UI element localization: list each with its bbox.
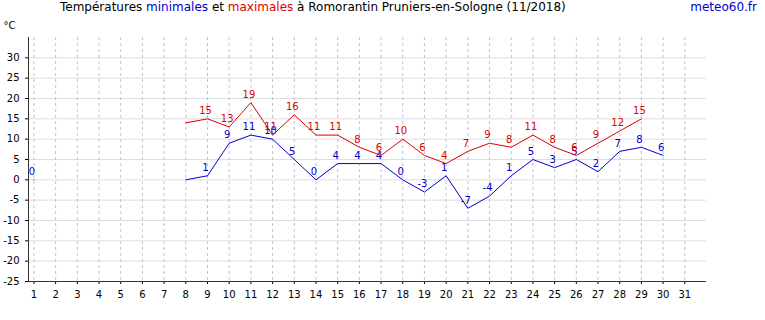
svg-text:-10: -10 (3, 215, 19, 226)
svg-text:26: 26 (570, 289, 583, 300)
svg-text:24: 24 (527, 289, 540, 300)
svg-text:0: 0 (311, 166, 317, 177)
svg-text:2: 2 (593, 158, 599, 169)
svg-text:5: 5 (528, 146, 534, 157)
html-text:meteo60.fr: meteo60.fr (690, 0, 757, 14)
svg-text:12: 12 (266, 289, 279, 300)
svg-text:30: 30 (7, 52, 20, 63)
svg-text:19: 19 (243, 89, 256, 100)
svg-text:-5: -5 (10, 194, 20, 205)
svg-text:0: 0 (398, 166, 404, 177)
svg-text:3: 3 (74, 289, 80, 300)
svg-text:7: 7 (615, 138, 621, 149)
svg-text:6: 6 (419, 142, 425, 153)
svg-text:8: 8 (549, 134, 555, 145)
svg-text:9: 9 (593, 129, 599, 140)
svg-text:8: 8 (636, 134, 642, 145)
svg-text:4: 4 (332, 150, 338, 161)
svg-text:2: 2 (52, 289, 58, 300)
svg-text:-4: -4 (483, 182, 493, 193)
svg-text:11: 11 (243, 121, 256, 132)
svg-text:28: 28 (613, 289, 626, 300)
svg-text:°C: °C (4, 20, 16, 31)
svg-text:10: 10 (7, 133, 20, 144)
svg-text:16: 16 (286, 101, 299, 112)
svg-text:27: 27 (592, 289, 605, 300)
svg-text:9: 9 (224, 129, 230, 140)
svg-text:8: 8 (183, 289, 189, 300)
svg-text:7: 7 (161, 289, 167, 300)
svg-text:9: 9 (204, 289, 210, 300)
html-text:Températures minimales et maxi: Températures minimales et maximales à Ro… (60, 0, 566, 14)
svg-text:13: 13 (221, 113, 234, 124)
svg-text:14: 14 (310, 289, 323, 300)
svg-text:30: 30 (657, 289, 670, 300)
svg-text:0: 0 (13, 174, 19, 185)
svg-text:1: 1 (31, 289, 37, 300)
svg-text:7: 7 (463, 138, 469, 149)
svg-text:4: 4 (441, 150, 447, 161)
svg-text:6: 6 (376, 142, 382, 153)
svg-text:11: 11 (264, 121, 277, 132)
svg-text:16: 16 (353, 289, 366, 300)
svg-text:5: 5 (118, 289, 124, 300)
svg-text:21: 21 (461, 289, 474, 300)
svg-text:20: 20 (7, 93, 20, 104)
svg-text:1: 1 (441, 162, 448, 173)
svg-text:6: 6 (658, 142, 664, 153)
svg-text:11: 11 (525, 121, 538, 132)
svg-text:4: 4 (96, 289, 102, 300)
svg-text:-20: -20 (3, 255, 19, 266)
svg-text:11: 11 (329, 121, 342, 132)
svg-text:25: 25 (548, 289, 561, 300)
svg-text:6: 6 (139, 289, 145, 300)
svg-text:31: 31 (678, 289, 691, 300)
svg-text:19: 19 (418, 289, 431, 300)
svg-text:20: 20 (440, 289, 453, 300)
svg-text:23: 23 (505, 289, 518, 300)
svg-text:15: 15 (331, 289, 344, 300)
svg-text:0: 0 (29, 166, 35, 177)
svg-text:18: 18 (396, 289, 409, 300)
svg-text:1: 1 (202, 162, 208, 173)
svg-text:15: 15 (199, 105, 212, 116)
svg-text:10: 10 (394, 125, 407, 136)
svg-text:5: 5 (289, 146, 295, 157)
svg-text:5: 5 (13, 154, 19, 165)
svg-text:15: 15 (7, 113, 20, 124)
svg-text:15: 15 (633, 105, 646, 116)
svg-text:29: 29 (635, 289, 648, 300)
svg-text:13: 13 (288, 289, 301, 300)
svg-text:4: 4 (354, 150, 360, 161)
svg-text:-7: -7 (461, 195, 471, 206)
svg-text:10: 10 (223, 289, 236, 300)
svg-text:22: 22 (483, 289, 496, 300)
svg-text:12: 12 (611, 117, 624, 128)
svg-text:3: 3 (549, 154, 555, 165)
svg-text:6: 6 (571, 142, 577, 153)
svg-text:17: 17 (375, 289, 388, 300)
svg-text:1: 1 (506, 162, 512, 173)
svg-text:11: 11 (308, 121, 321, 132)
svg-text:-3: -3 (417, 178, 427, 189)
svg-text:9: 9 (484, 129, 490, 140)
svg-text:-15: -15 (3, 235, 19, 246)
svg-text:8: 8 (506, 134, 512, 145)
svg-text:-25: -25 (3, 276, 19, 287)
svg-text:11: 11 (245, 289, 258, 300)
svg-text:8: 8 (354, 134, 360, 145)
svg-text:25: 25 (7, 72, 20, 83)
